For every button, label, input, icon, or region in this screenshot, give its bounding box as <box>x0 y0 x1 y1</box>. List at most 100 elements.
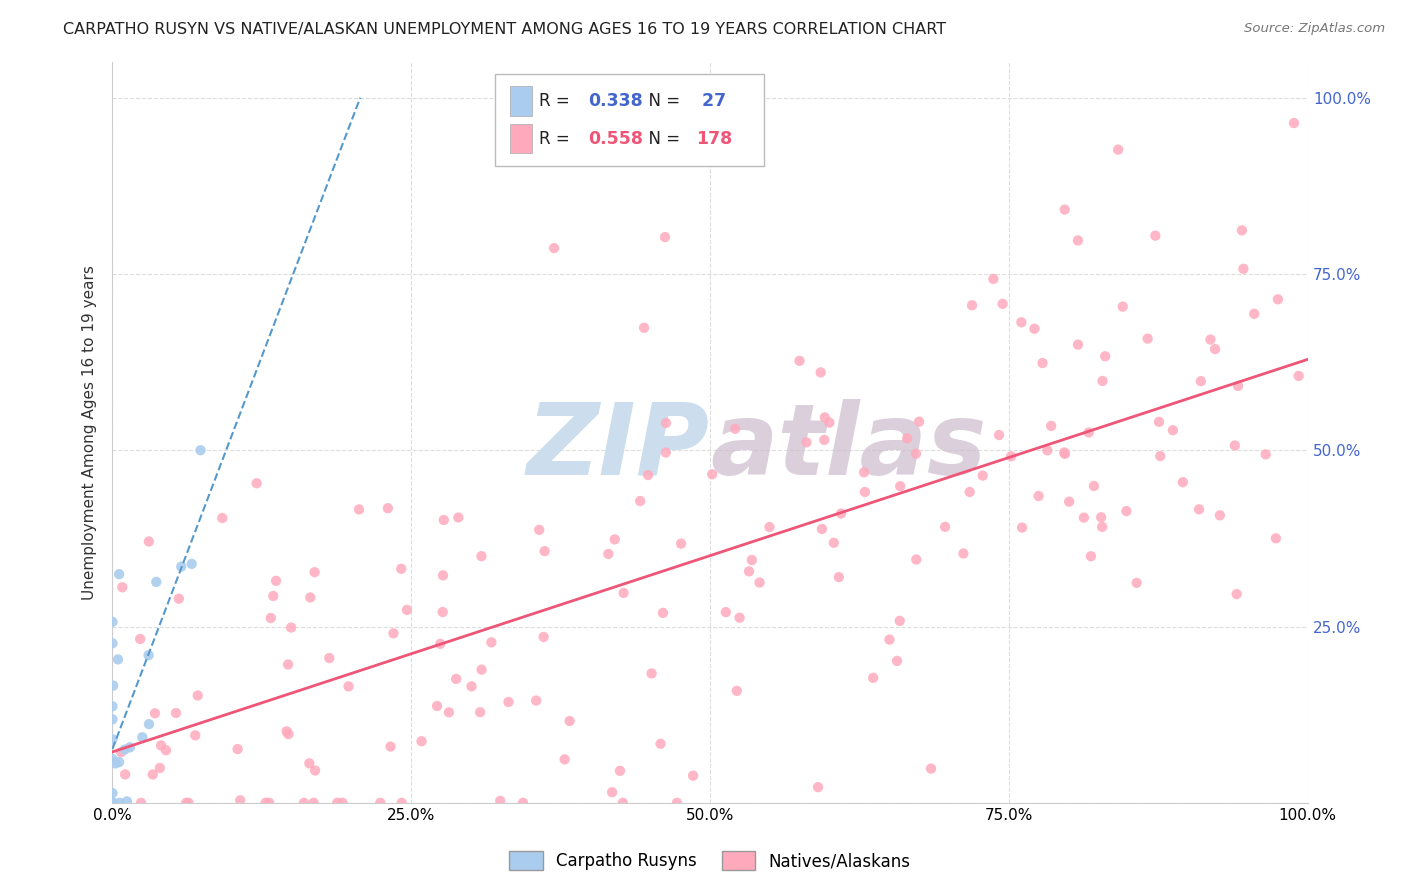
Point <box>389 562 412 576</box>
Point <box>828 570 851 584</box>
Point <box>101 752 124 766</box>
Point <box>110 745 132 759</box>
Point <box>1057 494 1080 508</box>
Point <box>111 580 134 594</box>
Point <box>637 468 659 483</box>
Point <box>665 796 688 810</box>
Point <box>600 785 623 799</box>
Point <box>650 737 672 751</box>
Point <box>613 586 636 600</box>
Point <box>1149 449 1171 463</box>
Point <box>145 574 167 589</box>
Point <box>101 636 124 650</box>
Point <box>512 796 534 810</box>
Point <box>1115 504 1137 518</box>
Point <box>292 796 315 810</box>
Point <box>1080 549 1102 564</box>
Point <box>1125 575 1147 590</box>
Point <box>262 589 284 603</box>
Point <box>118 740 141 755</box>
Point <box>810 365 832 379</box>
Point <box>101 699 124 714</box>
Point <box>184 728 207 742</box>
Point <box>905 552 928 566</box>
Point <box>1230 223 1253 237</box>
Point <box>167 591 190 606</box>
Point <box>1090 510 1112 524</box>
Point <box>368 796 391 810</box>
Point <box>347 502 370 516</box>
Point <box>983 272 1005 286</box>
Point <box>934 520 956 534</box>
Point <box>177 796 200 810</box>
Point <box>853 466 876 480</box>
Point <box>655 416 678 430</box>
Point <box>108 796 131 810</box>
Point <box>714 605 737 619</box>
Text: 0.338: 0.338 <box>588 92 643 110</box>
Point <box>853 485 876 500</box>
Point <box>260 611 283 625</box>
Point <box>1254 447 1277 461</box>
Point <box>669 536 692 550</box>
Point <box>1161 423 1184 437</box>
Point <box>738 565 761 579</box>
Point <box>1067 337 1090 351</box>
Point <box>479 635 502 649</box>
Point <box>724 422 747 436</box>
Point <box>391 796 413 810</box>
Point <box>1040 418 1063 433</box>
Point <box>628 494 651 508</box>
Point <box>889 479 911 493</box>
Text: ZIP: ZIP <box>527 399 710 496</box>
Point <box>114 742 136 756</box>
Point <box>1226 587 1249 601</box>
Point <box>277 657 299 672</box>
Point <box>1067 234 1090 248</box>
FancyBboxPatch shape <box>510 124 531 153</box>
Text: CARPATHO RUSYN VS NATIVE/ALASKAN UNEMPLOYMENT AMONG AGES 16 TO 19 YEARS CORRELAT: CARPATHO RUSYN VS NATIVE/ALASKAN UNEMPLO… <box>63 22 946 37</box>
Point <box>807 780 830 794</box>
Point <box>190 443 212 458</box>
Point <box>138 717 160 731</box>
Point <box>170 559 193 574</box>
Point <box>149 761 172 775</box>
Point <box>908 415 931 429</box>
Point <box>114 767 136 781</box>
FancyBboxPatch shape <box>495 73 763 166</box>
Point <box>558 714 581 728</box>
Point <box>498 695 520 709</box>
Point <box>1073 510 1095 524</box>
Point <box>1264 532 1286 546</box>
Point <box>470 705 492 719</box>
Point <box>155 743 177 757</box>
Point <box>823 536 845 550</box>
Point <box>796 435 818 450</box>
Point <box>1232 261 1254 276</box>
Point <box>304 565 326 579</box>
Point <box>1036 443 1059 458</box>
Point <box>1024 322 1046 336</box>
Point <box>101 786 124 800</box>
Point <box>529 523 551 537</box>
Point <box>447 510 470 524</box>
Point <box>229 793 252 807</box>
Point <box>254 796 277 810</box>
Text: R =: R = <box>538 92 575 110</box>
Point <box>489 794 512 808</box>
Point <box>174 796 197 810</box>
Point <box>818 416 841 430</box>
Point <box>101 796 124 810</box>
Point <box>543 241 565 255</box>
Point <box>257 796 280 810</box>
Point <box>433 513 456 527</box>
Point <box>1094 349 1116 363</box>
Point <box>811 522 834 536</box>
Text: 178: 178 <box>696 129 733 147</box>
Point <box>988 428 1011 442</box>
Point <box>1053 447 1076 461</box>
Point <box>533 544 555 558</box>
Point <box>952 547 974 561</box>
Legend: Carpatho Rusyns, Natives/Alaskans: Carpatho Rusyns, Natives/Alaskans <box>503 844 917 877</box>
Point <box>101 796 124 810</box>
